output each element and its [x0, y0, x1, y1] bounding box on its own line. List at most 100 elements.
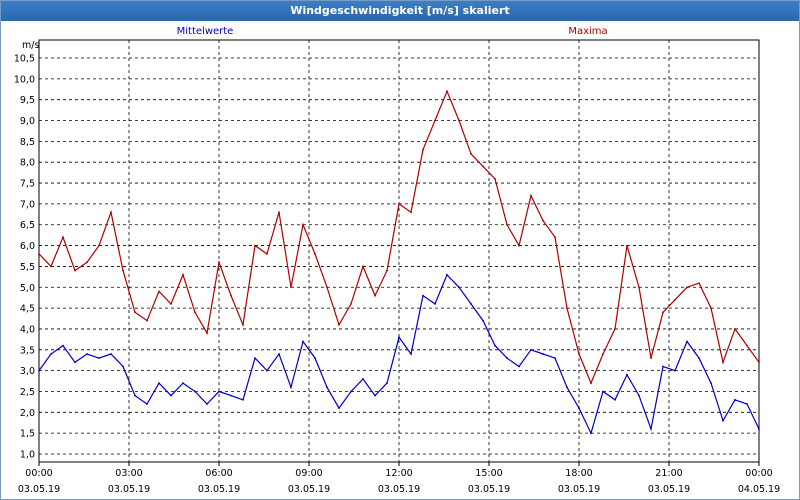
y-tick-label: 8,5	[20, 137, 35, 148]
data-point	[446, 90, 448, 93]
data-point	[218, 261, 220, 264]
data-point	[146, 319, 148, 322]
data-point	[194, 311, 196, 314]
data-point	[494, 344, 496, 347]
data-point	[290, 286, 292, 289]
data-point	[422, 148, 424, 151]
data-point	[530, 194, 532, 197]
data-point	[758, 361, 760, 364]
y-tick-label: 6,0	[20, 241, 35, 252]
data-point	[170, 303, 172, 305]
data-point	[62, 344, 64, 347]
data-point	[470, 153, 472, 155]
data-point	[242, 323, 244, 326]
data-point	[578, 353, 580, 355]
y-axis-label: m/s	[22, 40, 39, 51]
data-point	[230, 294, 232, 297]
data-point	[302, 223, 304, 226]
data-point	[146, 403, 148, 405]
data-point	[122, 365, 124, 368]
y-tick-label: 8,0	[20, 158, 35, 169]
data-point	[650, 357, 652, 359]
y-tick-label: 10,5	[14, 54, 35, 65]
x-tick-date: 03.05.19	[558, 484, 600, 495]
data-point	[542, 353, 544, 355]
data-point	[326, 286, 328, 289]
y-tick-label: 3,0	[20, 366, 35, 377]
data-point	[722, 419, 724, 422]
data-point	[338, 407, 340, 409]
data-point	[530, 348, 532, 351]
x-tick-date: 04.05.19	[738, 484, 780, 495]
x-tick-date: 03.05.19	[108, 484, 150, 495]
data-point	[242, 398, 244, 401]
data-point	[50, 265, 52, 268]
y-tick-label: 9,0	[20, 116, 35, 127]
data-point	[758, 428, 760, 430]
data-point	[506, 223, 508, 226]
x-tick-time: 03:00	[115, 468, 142, 479]
data-point	[674, 298, 676, 301]
data-point	[482, 165, 484, 168]
x-tick-date: 03.05.19	[648, 484, 690, 495]
data-point	[506, 357, 508, 359]
data-point	[686, 340, 688, 343]
data-point	[374, 294, 376, 297]
data-point	[518, 244, 520, 247]
data-point	[314, 357, 316, 359]
data-point	[374, 394, 376, 397]
x-tick-date: 03.05.19	[198, 484, 240, 495]
x-tick-time: 18:00	[565, 468, 592, 479]
data-point	[614, 328, 616, 330]
data-point	[602, 390, 604, 393]
data-point	[218, 390, 220, 393]
y-tick-label: 5,0	[20, 283, 35, 294]
y-tick-label: 7,5	[20, 179, 35, 190]
data-point	[686, 286, 688, 289]
x-tick-date: 03.05.19	[18, 484, 60, 495]
data-point	[170, 394, 172, 397]
data-point	[518, 365, 520, 368]
data-point	[650, 428, 652, 430]
x-tick-time: 09:00	[295, 468, 322, 479]
x-tick-time: 00:00	[745, 468, 772, 479]
y-tick-label: 9,5	[20, 95, 35, 106]
data-point	[206, 332, 208, 334]
window-title: Windgeschwindigkeit [m/s] skaliert	[1, 1, 799, 21]
data-point	[74, 269, 76, 272]
data-point	[350, 390, 352, 393]
data-point	[554, 357, 556, 359]
data-point	[98, 244, 100, 247]
data-point	[734, 328, 736, 330]
data-point	[434, 119, 436, 122]
data-point	[110, 211, 112, 214]
data-point	[698, 282, 700, 284]
data-point	[302, 340, 304, 343]
data-point	[434, 303, 436, 305]
data-point	[698, 357, 700, 359]
x-tick-date: 03.05.19	[468, 484, 510, 495]
data-point	[398, 203, 400, 205]
data-point	[602, 353, 604, 355]
data-point	[86, 261, 88, 264]
data-point	[614, 398, 616, 401]
data-point	[266, 369, 268, 372]
data-point	[266, 253, 268, 255]
data-point	[110, 353, 112, 355]
data-point	[746, 344, 748, 347]
data-point	[230, 394, 232, 397]
data-point	[254, 244, 256, 247]
data-point	[314, 253, 316, 255]
data-point	[482, 319, 484, 322]
data-point	[422, 294, 424, 297]
data-point	[182, 273, 184, 276]
data-point	[662, 311, 664, 314]
data-point	[290, 386, 292, 389]
y-tick-label: 10,0	[14, 74, 35, 85]
data-point	[158, 290, 160, 293]
y-tick-label: 4,0	[20, 324, 35, 335]
data-point	[626, 373, 628, 376]
data-point	[398, 336, 400, 339]
data-point	[278, 353, 280, 355]
